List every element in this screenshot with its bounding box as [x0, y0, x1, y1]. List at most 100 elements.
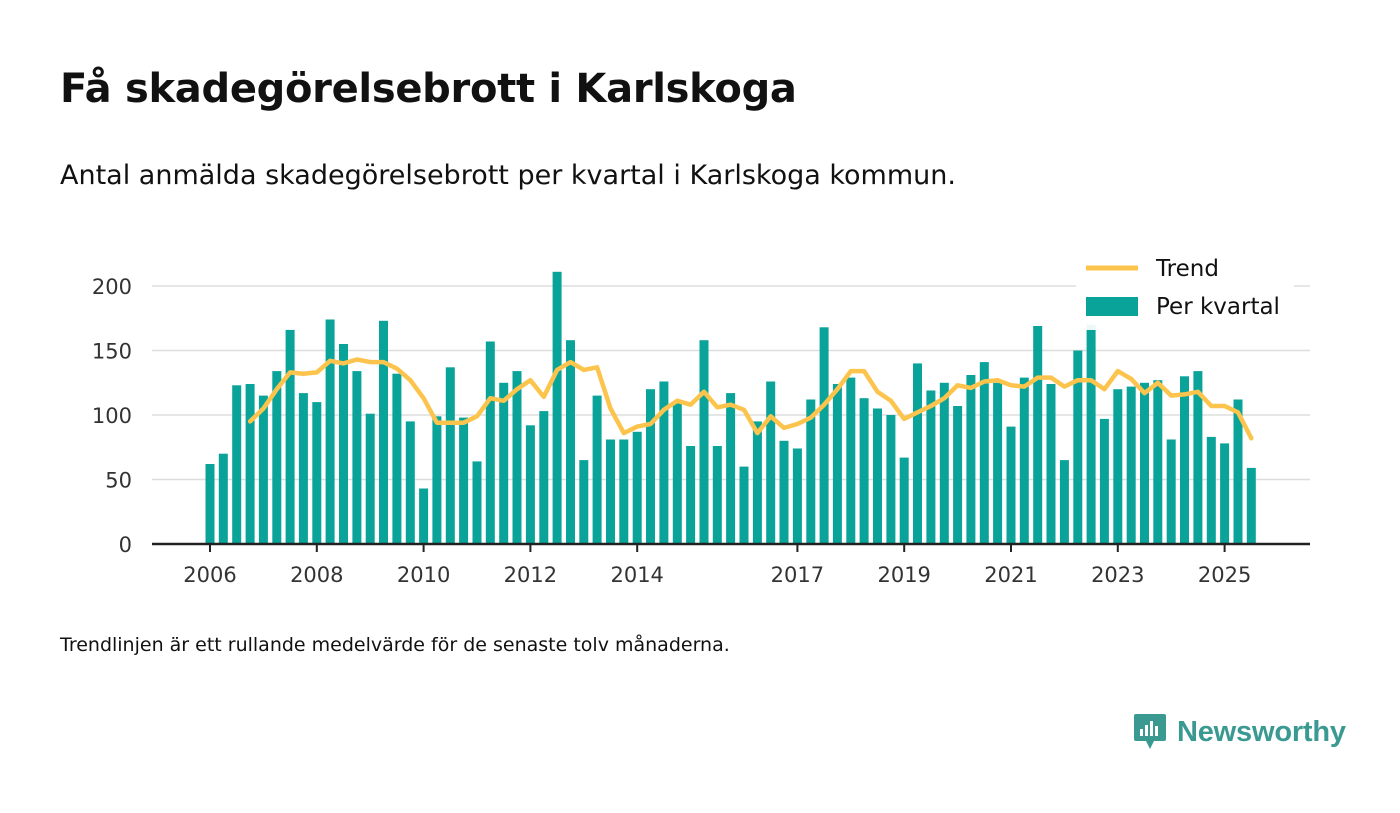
- bar: [365, 413, 375, 544]
- bar: [405, 421, 415, 544]
- newsworthy-logo-icon: [1134, 714, 1166, 749]
- bar: [1086, 324, 1096, 544]
- bar: [1220, 443, 1230, 544]
- bar: [539, 411, 549, 544]
- bar: [1153, 380, 1163, 544]
- bar: [619, 439, 629, 544]
- bar: [846, 377, 856, 544]
- newsworthy-logo[interactable]: Newsworthy: [1133, 712, 1346, 752]
- bar: [512, 371, 522, 544]
- bar: [806, 399, 816, 544]
- bar: [379, 320, 388, 544]
- y-tick-label: 50: [105, 469, 132, 493]
- bar: [1113, 389, 1123, 544]
- legend-bar-swatch: [1086, 297, 1138, 316]
- bar: [699, 340, 709, 544]
- bar: [592, 395, 602, 544]
- bar: [1006, 426, 1016, 544]
- bar: [552, 271, 562, 544]
- bar: [766, 381, 776, 544]
- bar: [859, 398, 869, 544]
- bar: [459, 417, 469, 544]
- bar: [1166, 439, 1176, 544]
- bar: [979, 362, 989, 544]
- bar: [873, 408, 882, 544]
- bar: [672, 402, 682, 544]
- bar: [646, 389, 655, 544]
- bar: [953, 406, 963, 544]
- bar: [432, 416, 442, 544]
- bar: [832, 384, 842, 544]
- bar: [1233, 399, 1243, 544]
- bar: [926, 390, 936, 544]
- bar: [499, 382, 509, 545]
- bar: [993, 382, 1003, 545]
- bar: [659, 381, 669, 544]
- quarterly-bar-chart: 0 50 100 150 200 2006 2008 2010 2012 2014 2017 2019…: [91, 248, 1310, 587]
- chart-subtitle: Antal anmälda skadegörelsebrott per kvar…: [60, 160, 956, 191]
- legend-bar-label: Per kvartal: [1156, 294, 1280, 320]
- bar: [1019, 377, 1029, 544]
- chart-title: Få skadegörelsebrott i Karlskoga: [60, 66, 797, 112]
- bar: [312, 402, 322, 544]
- bar: [899, 457, 909, 544]
- bar: [298, 393, 308, 544]
- bar: [339, 344, 348, 544]
- bar: [579, 460, 589, 544]
- y-tick-label: 0: [119, 533, 132, 557]
- x-tick-label: 2025: [1198, 563, 1251, 587]
- bar: [1246, 467, 1256, 544]
- bar: [525, 425, 535, 544]
- bar: [419, 488, 429, 544]
- bar: [1073, 350, 1083, 544]
- axes: 0 50 100 150 200 2006 2008 2010 2012 2014 2017 2019…: [92, 275, 1310, 587]
- trend-series: [247, 357, 1254, 441]
- bar: [392, 373, 402, 544]
- bar: [752, 421, 762, 544]
- bar: [779, 440, 789, 544]
- bar: [939, 382, 949, 545]
- x-tick-label: 2019: [877, 563, 930, 587]
- bar: [472, 461, 482, 544]
- bar: [325, 319, 335, 544]
- y-tick-label: 200: [92, 275, 132, 299]
- bar: [726, 393, 736, 544]
- footnote: Trendlinjen är ett rullande medelvärde f…: [60, 634, 730, 656]
- x-tick-label: 2006: [183, 563, 236, 587]
- bar: [632, 431, 642, 544]
- x-tick-label: 2017: [771, 563, 824, 587]
- bar: [1126, 386, 1136, 544]
- bar: [966, 375, 976, 544]
- bar: [913, 363, 922, 544]
- bar: [739, 466, 749, 544]
- bar: [686, 446, 696, 544]
- legend-background: [1076, 248, 1294, 330]
- bar: [1180, 376, 1189, 544]
- x-tick-label: 2010: [397, 563, 450, 587]
- bar-series-per-kvartal: [205, 271, 1256, 545]
- bar: [285, 329, 295, 544]
- x-tick-label: 2012: [504, 563, 557, 587]
- bar: [205, 464, 215, 544]
- legend-trend-label: Trend: [1155, 256, 1219, 282]
- bar: [792, 448, 802, 544]
- x-tick-label: 2021: [984, 563, 1037, 587]
- x-tick-label: 2023: [1091, 563, 1144, 587]
- bar: [606, 439, 615, 544]
- bar: [886, 415, 896, 544]
- y-tick-label: 100: [92, 404, 132, 428]
- bar: [1193, 371, 1203, 544]
- y-tick-label: 150: [92, 340, 132, 364]
- x-tick-label: 2008: [290, 563, 343, 587]
- bar: [712, 446, 722, 544]
- bar: [258, 395, 268, 544]
- bar: [1140, 382, 1149, 545]
- bar: [245, 384, 255, 544]
- bar: [1099, 418, 1109, 544]
- bar: [566, 340, 575, 544]
- trend-line: [247, 357, 1254, 441]
- bar: [272, 371, 282, 544]
- bar: [352, 371, 362, 544]
- bar: [1046, 384, 1056, 544]
- bar: [1206, 436, 1216, 544]
